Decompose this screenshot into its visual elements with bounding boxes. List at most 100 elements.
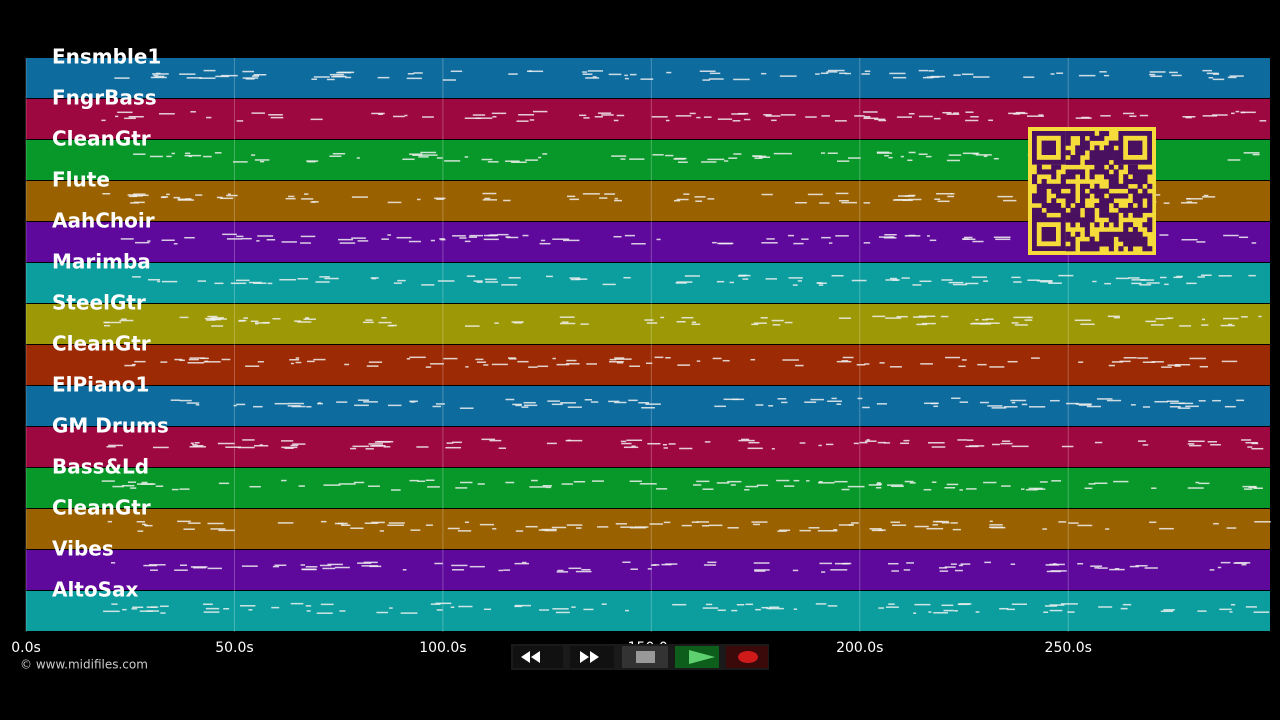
note bbox=[965, 119, 979, 122]
note bbox=[352, 445, 369, 448]
note bbox=[567, 439, 572, 442]
note bbox=[585, 77, 600, 79]
note bbox=[353, 481, 365, 484]
note bbox=[436, 198, 444, 200]
note bbox=[1027, 115, 1044, 117]
qr-cell bbox=[1080, 169, 1086, 175]
note bbox=[1111, 361, 1124, 363]
qr-cell bbox=[1128, 203, 1134, 209]
qr-cell bbox=[1084, 145, 1090, 151]
note bbox=[932, 524, 938, 526]
note bbox=[323, 484, 341, 486]
track-lane bbox=[26, 345, 1270, 385]
note bbox=[776, 479, 790, 482]
stop-button[interactable] bbox=[622, 646, 668, 668]
note bbox=[983, 280, 989, 282]
note bbox=[243, 317, 249, 319]
qr-cell bbox=[1113, 159, 1119, 165]
note bbox=[1187, 487, 1204, 489]
note bbox=[1044, 605, 1058, 607]
note bbox=[1027, 279, 1040, 281]
note bbox=[284, 447, 294, 449]
note bbox=[155, 72, 161, 75]
qr-cell bbox=[1051, 164, 1057, 170]
qr-cell bbox=[1142, 222, 1148, 228]
note bbox=[1114, 568, 1120, 570]
note bbox=[1169, 405, 1181, 408]
qr-cell bbox=[1036, 183, 1042, 189]
note bbox=[400, 612, 418, 614]
qr-cell bbox=[1128, 179, 1134, 185]
note bbox=[821, 236, 831, 239]
note bbox=[876, 151, 890, 154]
note bbox=[295, 357, 300, 359]
qr-cell bbox=[1065, 135, 1071, 141]
note bbox=[1139, 114, 1149, 117]
qr-cell bbox=[1132, 179, 1138, 185]
note bbox=[696, 480, 710, 483]
note bbox=[744, 489, 750, 491]
note bbox=[305, 566, 318, 568]
note bbox=[104, 321, 122, 324]
note bbox=[566, 359, 577, 362]
note bbox=[279, 278, 297, 281]
note bbox=[727, 527, 739, 529]
record-button[interactable] bbox=[726, 646, 768, 668]
note bbox=[912, 284, 922, 286]
qr-cell bbox=[1099, 203, 1105, 209]
note bbox=[1080, 323, 1095, 326]
qr-cell bbox=[1108, 236, 1114, 242]
note bbox=[900, 442, 909, 445]
qr-cell bbox=[1065, 131, 1071, 137]
note bbox=[691, 521, 699, 523]
note bbox=[677, 161, 688, 163]
note bbox=[421, 284, 435, 286]
note bbox=[573, 480, 586, 483]
note bbox=[835, 235, 849, 237]
note bbox=[446, 442, 454, 444]
note bbox=[841, 201, 858, 204]
grid bbox=[25, 58, 1069, 632]
note bbox=[552, 608, 569, 610]
note bbox=[1243, 488, 1253, 490]
note bbox=[599, 197, 608, 199]
note bbox=[464, 117, 482, 119]
note bbox=[468, 236, 477, 238]
forward-button[interactable] bbox=[570, 646, 614, 668]
rewind-button[interactable] bbox=[513, 646, 563, 668]
note bbox=[402, 158, 415, 161]
note bbox=[629, 365, 640, 368]
qr-cell bbox=[1113, 193, 1119, 199]
note bbox=[933, 612, 949, 614]
note bbox=[1173, 276, 1182, 279]
note bbox=[754, 157, 763, 159]
note bbox=[950, 563, 957, 565]
note bbox=[838, 524, 854, 526]
note bbox=[943, 609, 954, 612]
note bbox=[908, 112, 915, 115]
note bbox=[891, 570, 899, 572]
note bbox=[1013, 113, 1020, 115]
note bbox=[133, 193, 146, 195]
note bbox=[590, 401, 599, 403]
note bbox=[1197, 610, 1207, 612]
qr-cell bbox=[1051, 203, 1057, 209]
note bbox=[257, 361, 264, 363]
note bbox=[464, 521, 469, 524]
x-tick-label: 0.0s bbox=[11, 640, 41, 656]
qr-cell bbox=[1080, 246, 1086, 252]
note bbox=[295, 361, 302, 364]
note bbox=[547, 400, 560, 402]
note bbox=[259, 444, 263, 446]
note bbox=[161, 280, 178, 283]
note bbox=[365, 319, 373, 321]
play-button[interactable] bbox=[675, 646, 719, 668]
qr-cell bbox=[1094, 155, 1100, 161]
note bbox=[773, 152, 788, 155]
note bbox=[960, 563, 971, 565]
note bbox=[1078, 361, 1084, 363]
note bbox=[249, 485, 261, 488]
qr-cell bbox=[1070, 207, 1076, 213]
note bbox=[378, 321, 392, 324]
note bbox=[1229, 611, 1233, 613]
